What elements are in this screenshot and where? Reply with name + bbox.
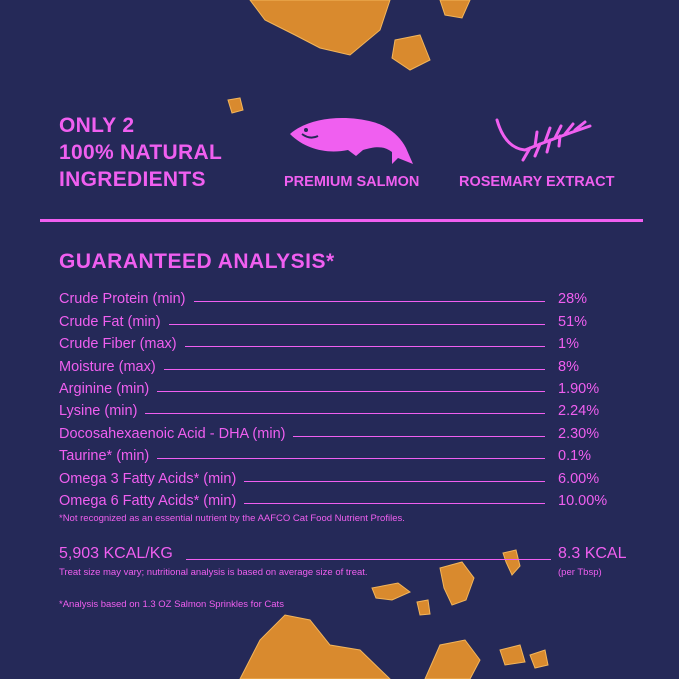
ingredient-label-rosemary: ROSEMARY EXTRACT bbox=[459, 174, 615, 190]
analysis-row: Omega 6 Fatty Acids* (min) 10.00% bbox=[59, 487, 629, 509]
kcal-note: Treat size may vary; nutritional analysi… bbox=[59, 567, 368, 578]
nutrient-label: Lysine (min) bbox=[59, 403, 138, 420]
nutrient-label: Docosahexaenoic Acid - DHA (min) bbox=[59, 425, 286, 442]
analysis-title: GUARANTEED ANALYSIS* bbox=[59, 250, 335, 273]
nutrient-label: Taurine* (min) bbox=[59, 448, 150, 465]
analysis-row: Crude Protein (min) 28% bbox=[59, 285, 629, 307]
analysis-row: Lysine (min) 2.24% bbox=[59, 397, 629, 419]
headline-line: 100% NATURAL bbox=[59, 141, 223, 164]
analysis-row: Omega 3 Fatty Acids* (min) 6.00% bbox=[59, 464, 629, 487]
nutrient-value: 28% bbox=[558, 291, 588, 308]
headline-line: ONLY 2 bbox=[59, 114, 135, 137]
leader-line bbox=[163, 368, 545, 370]
nutrient-label: Omega 6 Fatty Acids* (min) bbox=[59, 492, 237, 509]
leader-line bbox=[244, 502, 546, 504]
leader-line bbox=[145, 413, 546, 415]
nutrient-value: 6.00% bbox=[558, 470, 600, 487]
leader-line bbox=[193, 301, 545, 303]
rosemary-icon bbox=[495, 118, 592, 162]
nutrient-value: 8% bbox=[558, 358, 579, 375]
analysis-row: Docosahexaenoic Acid - DHA (min) 2.30% bbox=[59, 419, 629, 442]
leader-line bbox=[293, 435, 546, 437]
leader-line bbox=[157, 458, 546, 460]
bottom-note: *Analysis based on 1.3 OZ Salmon Sprinkl… bbox=[59, 599, 284, 610]
leader-line bbox=[244, 480, 546, 482]
nutrient-label: Moisture (max) bbox=[59, 358, 156, 375]
kcal-leader-line bbox=[186, 559, 551, 560]
nutrient-value: 2.30% bbox=[558, 425, 600, 442]
nutrient-value: 2.24% bbox=[558, 403, 600, 420]
ingredient-label-salmon: PREMIUM SALMON bbox=[284, 174, 420, 190]
nutrient-label: Crude Fiber (max) bbox=[59, 336, 177, 353]
nutrient-value: 0.1% bbox=[558, 448, 592, 465]
leader-line bbox=[184, 346, 545, 348]
headline: ONLY 2 100% NATURAL INGREDIENTS bbox=[59, 112, 222, 193]
nutrient-label: Crude Fat (min) bbox=[59, 313, 161, 330]
nutrient-value: 51% bbox=[558, 313, 588, 330]
divider bbox=[40, 219, 643, 222]
analysis-row: Crude Fat (min) 51% bbox=[59, 307, 629, 330]
analysis-row: Moisture (max) 8% bbox=[59, 352, 629, 375]
nutrient-label: Arginine (min) bbox=[59, 380, 150, 397]
analysis-row: Taurine* (min) 0.1% bbox=[59, 442, 629, 464]
nutrient-value: 1.90% bbox=[558, 380, 600, 397]
salmon-icon bbox=[290, 118, 413, 164]
leader-line bbox=[157, 390, 546, 392]
kcal-per-serving: 8.3 KCAL bbox=[558, 545, 627, 562]
analysis-footnote: *Not recognized as an essential nutrient… bbox=[59, 513, 405, 524]
nutrient-label: Omega 3 Fatty Acids* (min) bbox=[59, 470, 237, 487]
analysis-table: Crude Protein (min) 28% Crude Fat (min) 51%… bbox=[59, 285, 629, 509]
analysis-row: Crude Fiber (max) 1% bbox=[59, 330, 629, 352]
nutrient-value: 10.00% bbox=[558, 492, 608, 509]
nutrient-label: Crude Protein (min) bbox=[59, 291, 186, 308]
nutrient-value: 1% bbox=[558, 336, 579, 353]
kcal-per-kg: 5,903 KCAL/KG bbox=[59, 545, 173, 562]
serving-unit: (per Tbsp) bbox=[558, 567, 602, 578]
analysis-row: Arginine (min) 1.90% bbox=[59, 375, 629, 397]
headline-line: INGREDIENTS bbox=[59, 168, 206, 191]
leader-line bbox=[168, 323, 545, 325]
